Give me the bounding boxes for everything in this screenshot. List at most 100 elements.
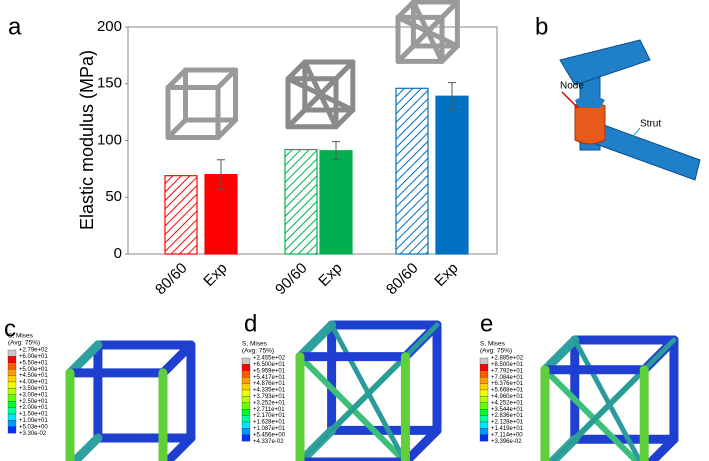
colorbar-cell (479, 402, 489, 410)
y-axis-label: Elastic modulus (MPa) (77, 50, 97, 230)
stress-render (295, 320, 442, 461)
strut (645, 434, 679, 461)
colorbar-cell (479, 409, 489, 416)
strut (165, 67, 188, 90)
strut-node-render (556, 39, 706, 190)
cube-render (285, 59, 356, 130)
colorbar-cell (241, 364, 251, 371)
colorbar-level: +2.128e+01 (491, 420, 524, 426)
colorbar-level: +3.00e+01 (19, 392, 48, 398)
colorbar-level: +3.396e-02 (491, 439, 522, 445)
colorbar-level: +4.252e+01 (491, 400, 524, 406)
colorbar-cell (479, 396, 489, 403)
colorbar-level: +4.335e+01 (253, 388, 286, 394)
y-tick-label: 100 (97, 131, 122, 148)
bar (395, 87, 429, 255)
colorbar-level: +7.114e+00 (491, 432, 523, 438)
colorbar-level: +7.792e+01 (491, 368, 524, 374)
strut (439, 43, 460, 64)
colorbar-level: +3.252e+01 (253, 400, 286, 406)
colorbar-level: +6.00e+01 (19, 354, 48, 360)
strut (410, 0, 445, 64)
colorbar-cell (7, 407, 17, 415)
colorbar-level: +5.03e+00 (19, 424, 48, 430)
colorbar-level: +2.711e+01 (253, 407, 285, 413)
panel-label: e (480, 310, 493, 337)
panel-label: d (244, 310, 257, 337)
colorbar-level: +1.50e+01 (19, 412, 48, 418)
colorbar-cell (7, 426, 17, 434)
error-bar (217, 159, 225, 190)
strut (158, 340, 196, 378)
bar (204, 173, 238, 255)
colorbar-level: +2.00e+01 (19, 405, 48, 411)
bar (435, 95, 469, 255)
y-tick-label: 150 (97, 75, 122, 92)
strut (401, 425, 442, 461)
colorbar-level: +2.455e+02 (253, 356, 286, 362)
colorbar-cell (241, 396, 251, 403)
cube-render (395, 0, 460, 64)
colorbar-cell (7, 362, 17, 370)
colorbar-level: +2.79e+02 (19, 348, 48, 354)
colorbar-level: +2.836e+01 (491, 413, 524, 419)
colorbar-cell (479, 434, 489, 442)
colorbar-cell (241, 377, 251, 384)
colorbar-cell (479, 421, 489, 429)
colorbar-cell (241, 415, 251, 423)
strut (333, 107, 356, 130)
panel-label: a (8, 13, 22, 40)
y-tick-label: 200 (97, 18, 122, 35)
stress-render (540, 335, 679, 461)
colorbar-level: +2.170e+01 (253, 413, 286, 419)
colorbar-cell (479, 364, 489, 371)
colorbar-cell (479, 357, 489, 365)
colorbar-cell (241, 383, 251, 391)
error-bar (448, 82, 456, 111)
colorbar-cell (7, 388, 17, 395)
colorbar-level: +4.337e-02 (253, 439, 284, 445)
legend-title: S, Mises (480, 341, 506, 348)
colorbar-cell (479, 415, 489, 423)
colorbar-cell (479, 389, 489, 397)
colorbar-level: +8.500e+01 (491, 362, 524, 368)
strut (165, 117, 188, 140)
colorbar-level: +3.50e+01 (19, 386, 48, 392)
colorbar-cell (479, 428, 489, 435)
stress-render (65, 340, 196, 461)
colorbar-cell (479, 377, 489, 384)
bar (319, 150, 353, 255)
colorbar-cell (241, 357, 251, 365)
cube-render (165, 67, 238, 140)
x-tick-label: 90/60 (272, 260, 311, 299)
colorbar-level: +5.50e+01 (19, 360, 48, 366)
colorbar-level: +3.544e+01 (491, 407, 524, 413)
colorbar-level: +6.376e+01 (491, 381, 524, 387)
strut (285, 59, 308, 82)
colorbar-cell (241, 370, 251, 378)
colorbar-level: +1.628e+01 (253, 420, 286, 426)
legend-subtitle: (Avg: 75%) (480, 348, 512, 355)
colorbar-cell (7, 401, 17, 408)
colorbar-level: +4.876e+01 (253, 381, 286, 387)
colorbar-level: +1.087e+01 (253, 426, 286, 432)
colorbar-cell (479, 383, 489, 391)
colorbar-cell (7, 394, 17, 402)
colorbar-cell (241, 428, 251, 435)
legend-subtitle: (Avg: 75%) (8, 340, 40, 347)
colorbar-level: +4.960e+01 (491, 394, 524, 400)
legend-title: S, Mises (242, 341, 268, 348)
strut (297, 322, 440, 461)
x-tick-label: Exp (315, 260, 345, 290)
colorbar-cell (241, 402, 251, 410)
colorbar-level: +1.00e+01 (19, 418, 48, 424)
colorbar-level: +5.668e+01 (491, 388, 524, 394)
strut-label: Strut (640, 119, 661, 130)
colorbar-level: +5.00e+01 (19, 367, 48, 373)
colorbar-level: +6.500e+01 (253, 362, 286, 368)
panel-label: b (535, 13, 548, 40)
colorbar-cell (241, 434, 251, 442)
strut (302, 59, 339, 130)
colorbar-level: +5.417e+01 (253, 375, 286, 381)
